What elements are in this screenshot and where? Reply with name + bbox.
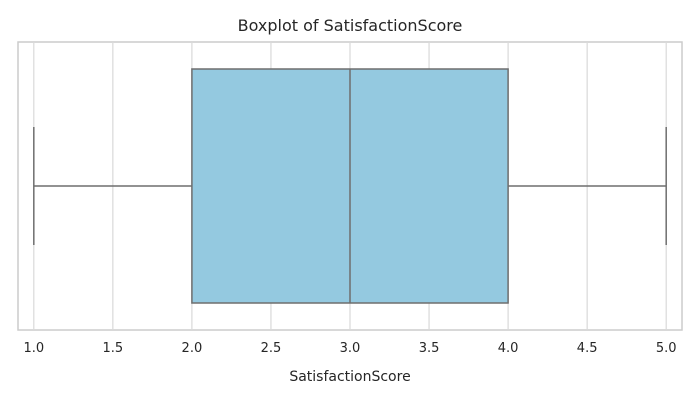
- x-tick-label-3: 2.5: [261, 341, 282, 356]
- x-tick-label-8: 5.0: [656, 341, 677, 356]
- x-tick-label-7: 4.5: [577, 341, 598, 356]
- x-tick-label-6: 4.0: [498, 341, 519, 356]
- x-tick-label-4: 3.0: [340, 341, 361, 356]
- x-axis-label: SatisfactionScore: [289, 369, 410, 385]
- chart-title: Boxplot of SatisfactionScore: [238, 16, 463, 35]
- x-tick-label-0: 1.0: [23, 341, 44, 356]
- x-axis-ticks: 1.0 1.5 2.0 2.5 3.0 3.5 4.0 4.5 5.0: [23, 341, 676, 356]
- boxplot-series: [33, 68, 667, 304]
- x-tick-label-5: 3.5: [419, 341, 440, 356]
- x-tick-label-1: 1.5: [103, 341, 124, 356]
- x-tick-label-2: 2.0: [182, 341, 203, 356]
